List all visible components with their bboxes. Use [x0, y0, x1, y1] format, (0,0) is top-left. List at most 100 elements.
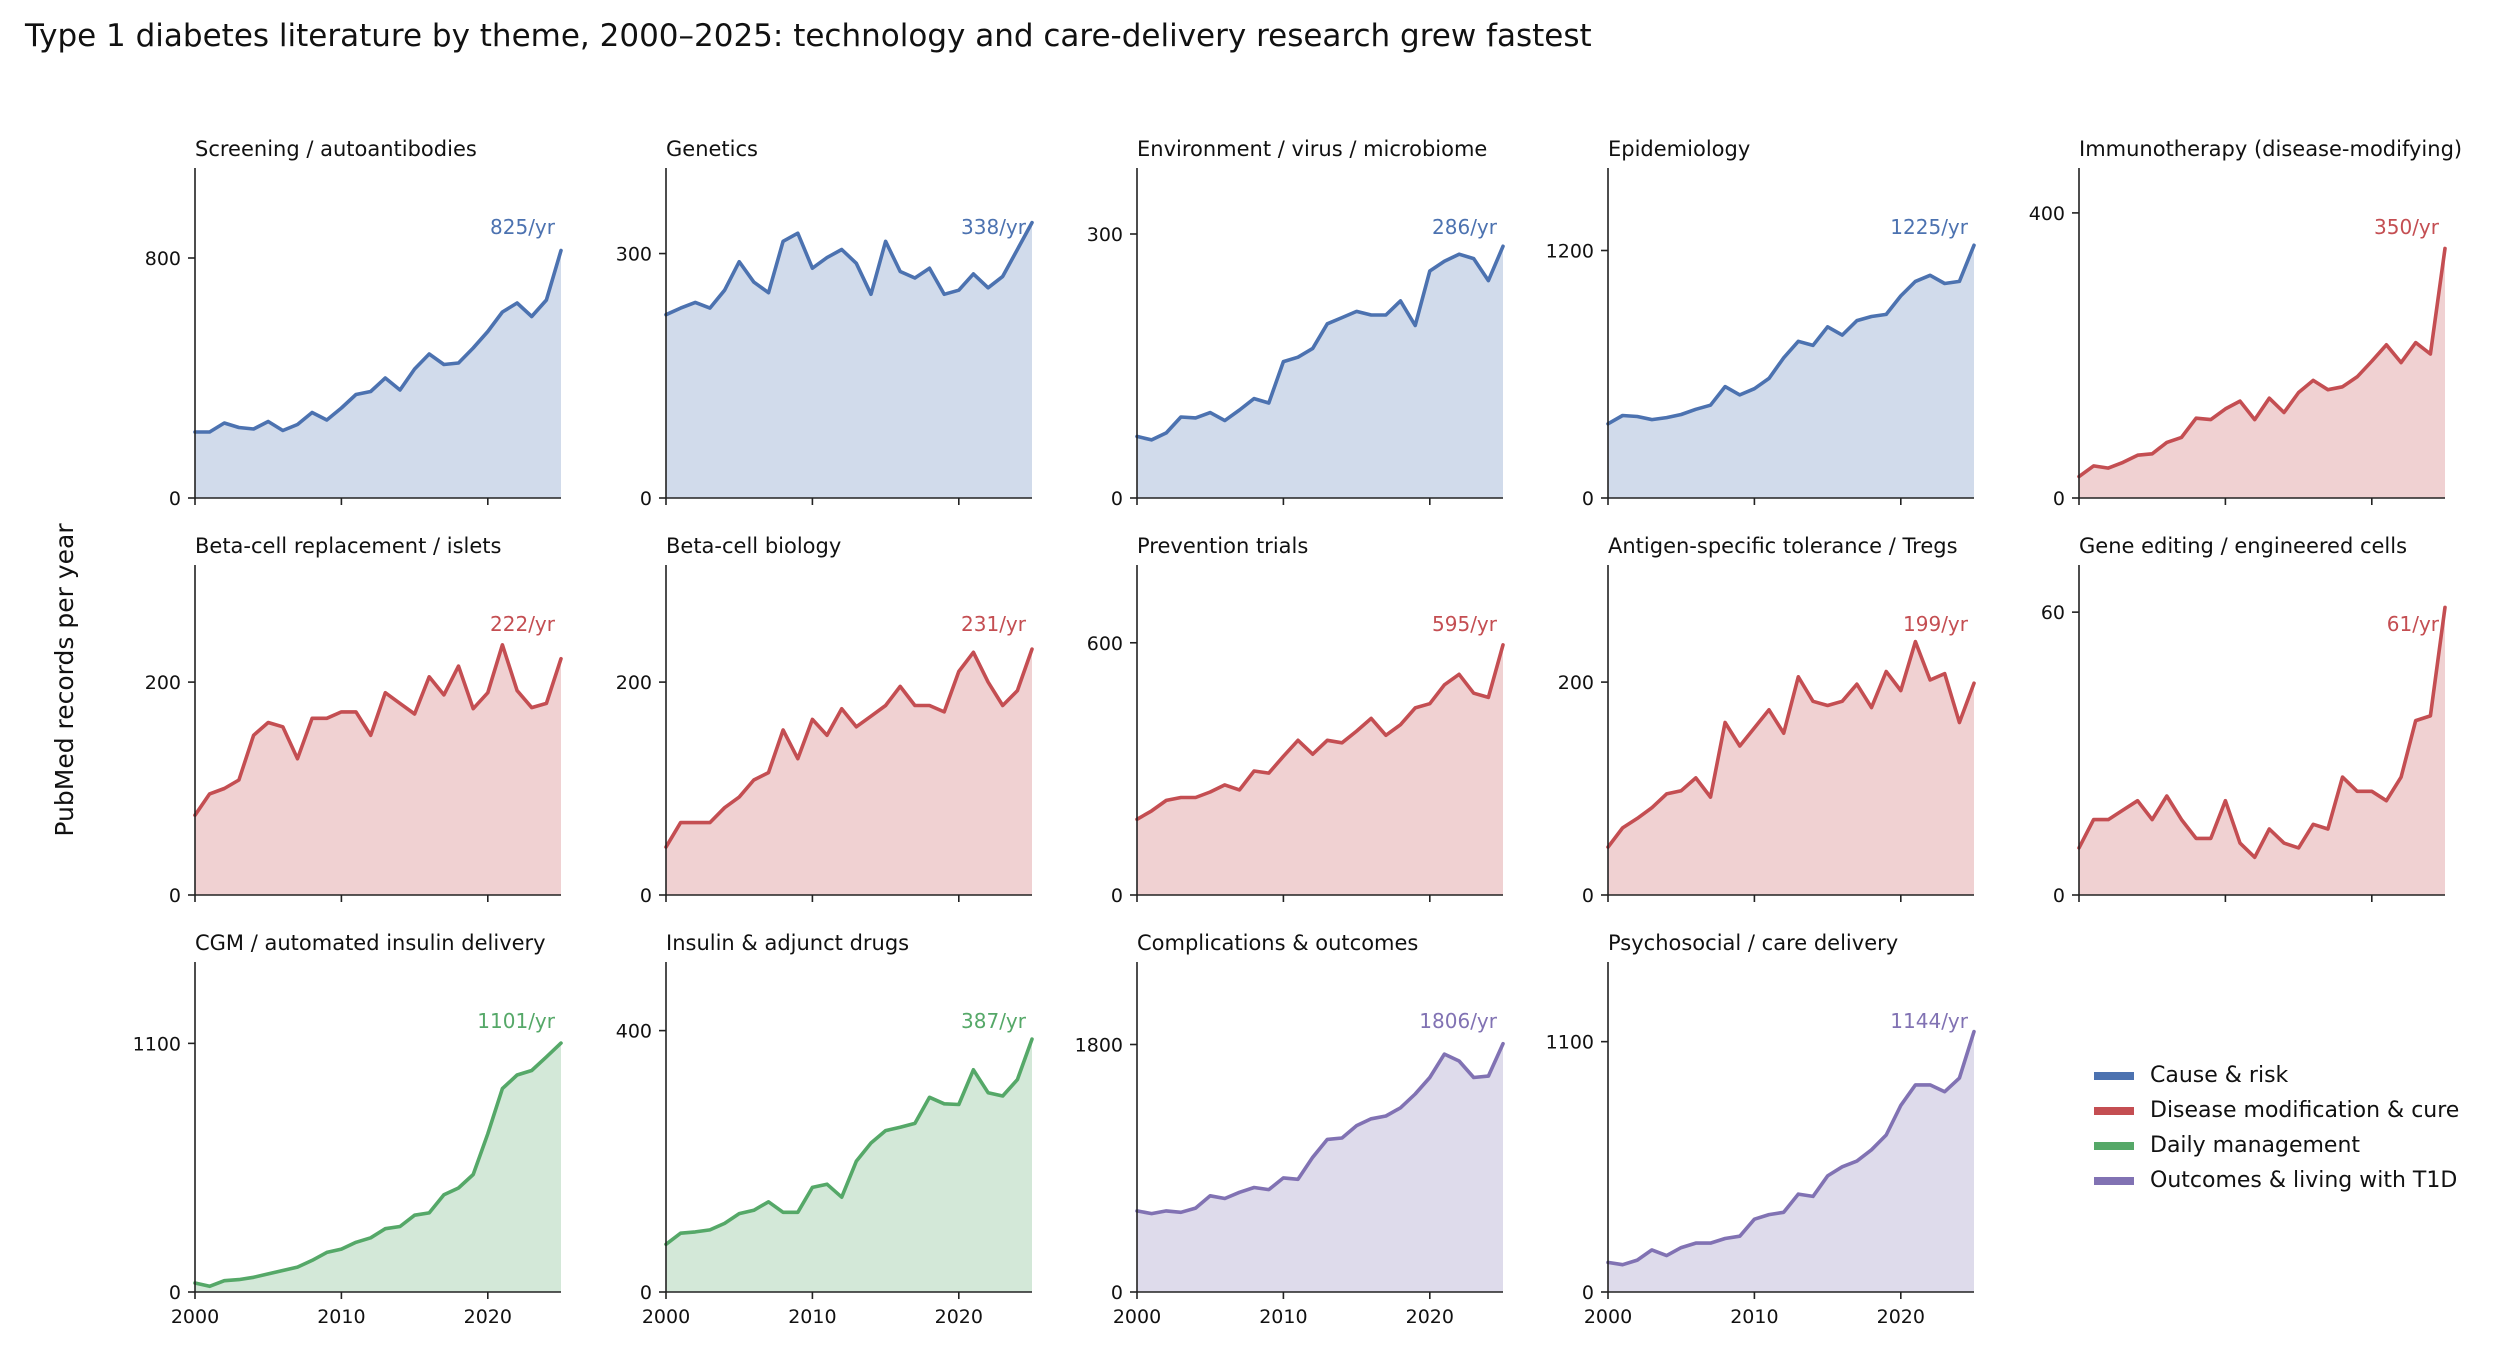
y-tick-label: 400 — [616, 1021, 652, 1043]
legend: Cause & risk Disease modification & cure D… — [2094, 1058, 2459, 1198]
y-tick-label: 0 — [1582, 885, 1594, 907]
panel-annotation: 222/yr — [490, 612, 556, 636]
x-tick-label: 2010 — [1259, 1306, 1307, 1328]
panel-title: Psychosocial / care delivery — [1608, 931, 1898, 955]
panel-annotation: 1225/yr — [1890, 215, 1968, 239]
y-tick-label: 0 — [169, 885, 181, 907]
panel-title: CGM / automated insulin delivery — [195, 931, 546, 955]
panel-annotation: 387/yr — [961, 1009, 1027, 1033]
legend-item: Disease modification & cure — [2094, 1093, 2459, 1128]
series-line — [1135, 643, 1505, 822]
x-tick-label: 2010 — [317, 1306, 365, 1328]
series-area — [666, 649, 1032, 895]
series-area — [1608, 245, 1974, 498]
x-tick-label: 2010 — [788, 1306, 836, 1328]
series-line — [1135, 244, 1505, 442]
legend-swatch — [2094, 1071, 2134, 1080]
panel-11: 0 1100 2000 2010 2020 CGM / automated insulin… — [133, 931, 563, 1328]
y-axis-label: PubMed records per year — [50, 523, 79, 837]
series-line — [1135, 1041, 1505, 1216]
legend-label: Disease modification & cure — [2150, 1098, 2460, 1123]
series-line — [2077, 246, 2447, 479]
x-tick-label: 2000 — [642, 1306, 690, 1328]
series-line — [2077, 605, 2447, 860]
y-tick-label: 60 — [2041, 602, 2065, 624]
panel-8: 0 600 Prevention trials 595/yr — [1087, 534, 1505, 907]
x-tick-label: 2010 — [1730, 1306, 1778, 1328]
x-tick-label: 2020 — [1877, 1306, 1925, 1328]
y-tick-label: 0 — [2053, 885, 2065, 907]
panel-annotation: 231/yr — [961, 612, 1027, 636]
y-tick-label: 0 — [169, 488, 181, 510]
panel-title: Gene editing / engineered cells — [2079, 534, 2407, 558]
panel-12: 0 400 2000 2010 2020 Insulin & adjunct drugs 3… — [616, 931, 1034, 1328]
y-tick-label: 0 — [1582, 488, 1594, 510]
y-tick-label: 300 — [1087, 224, 1123, 246]
y-tick-label: 0 — [2053, 488, 2065, 510]
series-area — [666, 222, 1032, 498]
series-line — [1606, 1029, 1976, 1267]
y-tick-label: 0 — [1582, 1282, 1594, 1304]
series-line — [193, 643, 563, 817]
panel-title: Insulin & adjunct drugs — [666, 931, 909, 955]
y-tick-label: 300 — [616, 244, 652, 266]
y-tick-label: 0 — [640, 488, 652, 510]
panel-title: Prevention trials — [1137, 534, 1308, 558]
panel-title: Epidemiology — [1608, 137, 1750, 161]
series-line — [664, 220, 1034, 317]
y-tick-label: 200 — [616, 672, 652, 694]
y-tick-label: 1800 — [1075, 1035, 1123, 1057]
series-area — [1137, 644, 1503, 895]
panel-1: 0 800 Screening / autoantibodies 825/yr — [145, 137, 563, 510]
series-line — [664, 647, 1034, 849]
series-line — [1606, 243, 1976, 426]
panel-6: 0 200 Beta-cell replacement / islets 222/yr — [145, 534, 563, 907]
panel-5: 0 400 Immunotherapy (disease-modifying) 350… — [2029, 137, 2462, 510]
y-tick-label: 600 — [1087, 633, 1123, 655]
panel-title: Beta-cell biology — [666, 534, 841, 558]
chart-title: Type 1 diabetes literature by theme, 200… — [25, 18, 1592, 54]
panel-title: Environment / virus / microbiome — [1137, 137, 1487, 161]
x-tick-label: 2020 — [464, 1306, 512, 1328]
panel-annotation: 595/yr — [1432, 612, 1498, 636]
panel-title: Complications & outcomes — [1137, 931, 1418, 955]
legend-label: Daily management — [2150, 1133, 2361, 1158]
legend-swatch — [2094, 1106, 2134, 1115]
legend-swatch — [2094, 1176, 2134, 1185]
legend-swatch — [2094, 1141, 2134, 1150]
y-tick-label: 200 — [1558, 672, 1594, 694]
legend-item: Daily management — [2094, 1128, 2459, 1163]
series-area — [195, 644, 561, 895]
y-tick-label: 0 — [1111, 1282, 1123, 1304]
panel-3: 0 300 Environment / virus / microbiome 286/… — [1087, 137, 1505, 510]
panel-annotation: 1144/yr — [1890, 1009, 1968, 1033]
series-line — [193, 1041, 563, 1289]
panel-annotation: 199/yr — [1903, 612, 1969, 636]
series-area — [1608, 641, 1974, 895]
x-tick-label: 2000 — [1584, 1306, 1632, 1328]
x-tick-label: 2020 — [1406, 1306, 1454, 1328]
y-tick-label: 0 — [1111, 885, 1123, 907]
y-tick-label: 1200 — [1546, 241, 1594, 263]
x-tick-label: 2000 — [1113, 1306, 1161, 1328]
series-area — [1137, 1043, 1503, 1292]
panel-annotation: 1101/yr — [477, 1009, 555, 1033]
series-area — [1608, 1031, 1974, 1292]
panel-annotation: 338/yr — [961, 215, 1027, 239]
panel-2: 0 300 Genetics 338/yr — [616, 137, 1034, 510]
series-area — [1137, 246, 1503, 498]
legend-label: Outcomes & living with T1D — [2150, 1168, 2458, 1193]
y-tick-label: 200 — [145, 672, 181, 694]
panels: 0 800 Screening / autoantibodies 825/yr 0 300… — [133, 137, 2462, 1328]
series-line — [664, 1037, 1034, 1247]
panel-4: 0 1200 Epidemiology 1225/yr — [1546, 137, 1976, 510]
panel-annotation: 1806/yr — [1419, 1009, 1497, 1033]
series-area — [2079, 607, 2445, 895]
panel-13: 0 1800 2000 2010 2020 Complications & outcome… — [1075, 931, 1505, 1328]
legend-item: Outcomes & living with T1D — [2094, 1163, 2459, 1198]
panel-title: Antigen-specific tolerance / Tregs — [1608, 534, 1958, 558]
panel-title: Immunotherapy (disease-modifying) — [2079, 137, 2462, 161]
series-line — [1606, 639, 1976, 849]
series-area — [2079, 248, 2445, 498]
